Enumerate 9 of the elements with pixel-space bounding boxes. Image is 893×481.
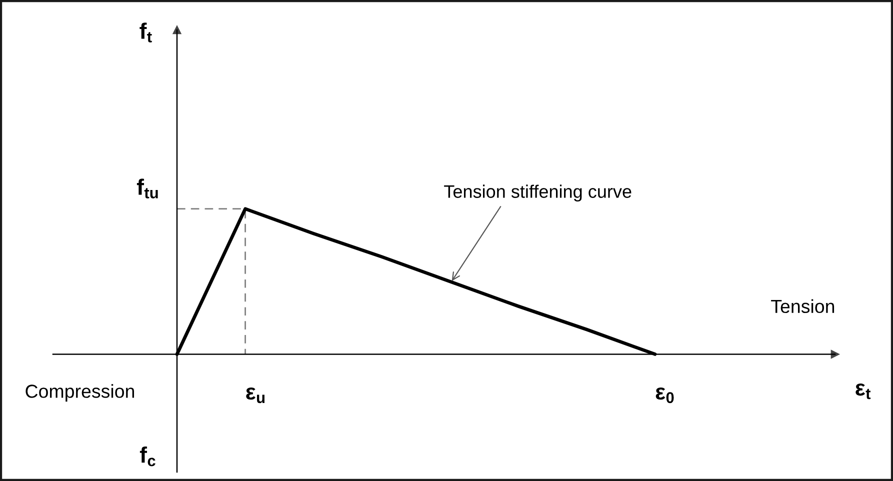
text: ε$_{t}$ [856, 384, 871, 400]
text: f$_{t}$ [140, 22, 152, 42]
x-tick-label: ε$_{u}$ [246, 388, 265, 404]
text: Tension stiffening curve [444, 184, 632, 202]
text: f$_{tu}$ [136, 178, 158, 198]
text: Compression [26, 384, 134, 402]
text: Tension [771, 299, 834, 314]
text: f$_{c}$ [140, 446, 156, 466]
x-tick-label: ε$_{0}$ [656, 388, 674, 404]
